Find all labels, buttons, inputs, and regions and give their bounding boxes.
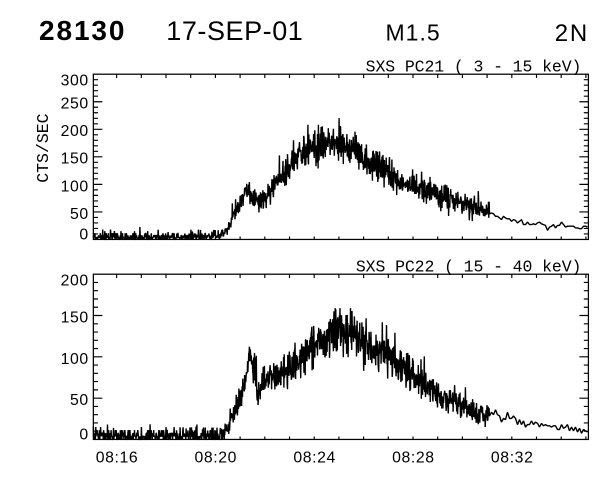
svg-text:50: 50: [70, 206, 89, 223]
svg-text:17-SEP-01: 17-SEP-01: [166, 16, 303, 46]
svg-text:0: 0: [79, 427, 88, 444]
svg-text:200: 200: [61, 273, 89, 290]
svg-text:50: 50: [70, 392, 89, 409]
svg-text:M1.5: M1.5: [386, 20, 441, 46]
svg-text:250: 250: [61, 96, 89, 113]
svg-text:08:20: 08:20: [195, 450, 238, 467]
svg-text:2N: 2N: [555, 20, 589, 47]
svg-text:08:16: 08:16: [96, 450, 139, 467]
svg-text:08:24: 08:24: [293, 450, 336, 467]
svg-text:28130: 28130: [39, 15, 126, 46]
svg-text:150: 150: [61, 310, 89, 327]
svg-text:SXS PC22 ( 15 - 40 keV): SXS PC22 ( 15 - 40 keV): [356, 257, 581, 276]
svg-text:100: 100: [61, 178, 89, 195]
svg-text:100: 100: [61, 351, 89, 368]
svg-text:0: 0: [79, 227, 88, 244]
svg-text:300: 300: [61, 73, 89, 90]
svg-text:200: 200: [61, 123, 89, 140]
svg-text:150: 150: [61, 151, 89, 168]
svg-text:08:28: 08:28: [392, 450, 435, 467]
svg-text:SXS PC21 ( 3 - 15 keV): SXS PC21 ( 3 - 15 keV): [366, 57, 582, 76]
svg-text:08:32: 08:32: [491, 450, 534, 467]
svg-text:CTS/SEC: CTS/SEC: [34, 113, 53, 182]
